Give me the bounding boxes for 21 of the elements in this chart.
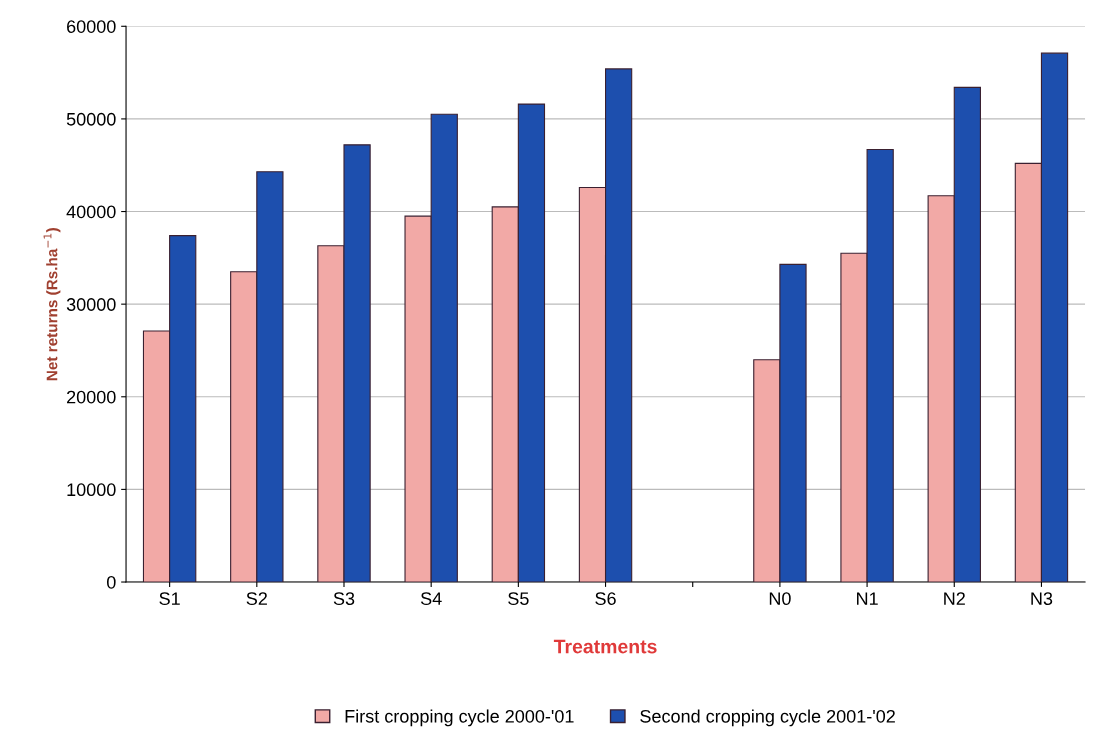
x-tick-label: S5 xyxy=(508,592,529,606)
x-tick-label: S4 xyxy=(420,592,442,606)
x-tick-label: N2 xyxy=(944,592,965,605)
y-tick-label: 60000 xyxy=(67,20,116,34)
y-axis-title: Net returns (Rs.ha$^{−1}$) xyxy=(43,228,61,381)
x-axis-title: Treatments xyxy=(553,639,657,654)
x-tick-label: N3 xyxy=(1031,592,1053,606)
legend-label: Second cropping cycle 2001-'02 xyxy=(640,709,895,727)
y-tick-label: 40000 xyxy=(66,205,116,219)
y-tick-label: 30000 xyxy=(66,298,116,311)
x-tick-label: N1 xyxy=(857,592,878,605)
legend-label: First cropping cycle 2000-'01 xyxy=(345,709,574,727)
x-tick-label: N0 xyxy=(769,592,791,606)
x-tick-label: S1 xyxy=(159,592,180,606)
x-tick-label: S3 xyxy=(333,592,355,606)
y-tick-label: 10000 xyxy=(67,483,116,497)
y-tick-label: 20000 xyxy=(67,390,116,404)
y-tick-label: 50000 xyxy=(66,112,116,126)
x-tick-label: S6 xyxy=(595,592,616,606)
y-tick-label: 0 xyxy=(106,575,116,589)
x-tick-label: S2 xyxy=(246,592,267,606)
